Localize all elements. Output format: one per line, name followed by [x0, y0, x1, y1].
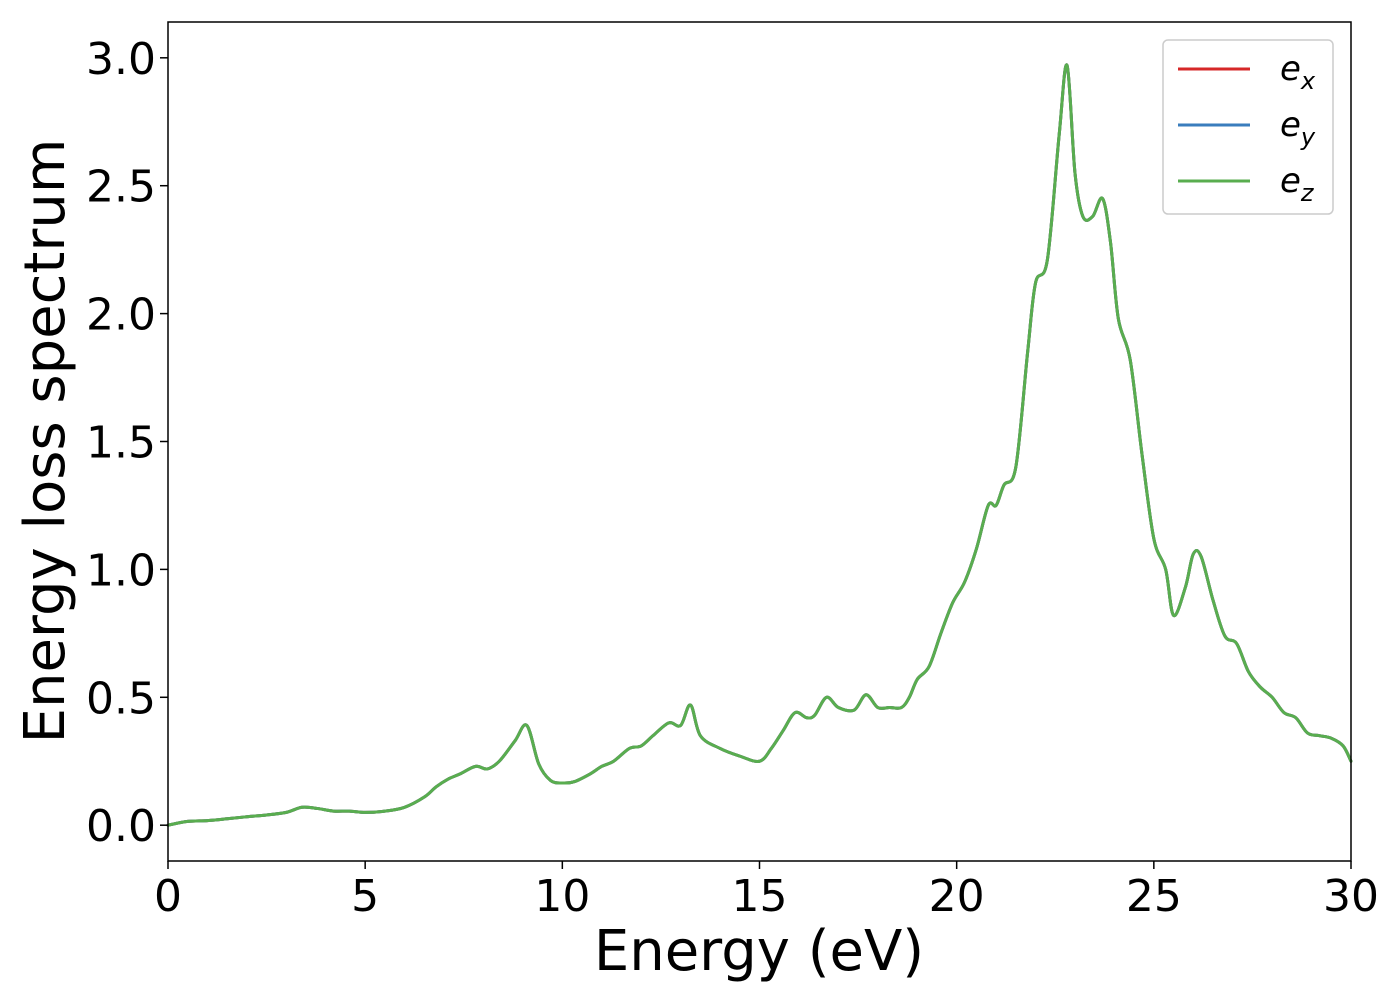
x-tick-label: 0: [154, 871, 182, 922]
x-tick-label: 5: [351, 871, 379, 922]
y-tick-label: 0.5: [86, 673, 156, 724]
series-line-e-z: [166, 63, 1353, 827]
y-tick-label: 1.5: [86, 418, 156, 469]
y-tick-label: 3.0: [86, 34, 156, 85]
legend-label-ez: ez: [1280, 161, 1315, 207]
y-tick-label: 2.5: [86, 162, 156, 213]
x-axis-ticks: 0 5 10 15 20 25 30: [154, 861, 1379, 922]
legend-label-ex: ex: [1280, 49, 1316, 95]
legend: ex ey ez: [1162, 39, 1334, 215]
x-tick-label: 25: [1126, 871, 1182, 922]
y-axis-ticks: 0.0 0.5 1.0 1.5 2.0 2.5 3.0: [86, 34, 168, 852]
x-tick-label: 15: [732, 871, 788, 922]
series-layer: [166, 63, 1353, 827]
x-tick-label: 20: [929, 871, 985, 922]
y-tick-label: 1.0: [86, 545, 156, 596]
x-tick-label: 10: [534, 871, 590, 922]
legend-box: [1162, 39, 1334, 215]
legend-label-ey: ey: [1280, 105, 1316, 151]
x-axis-label: Energy (eV): [594, 919, 924, 984]
x-tick-label: 30: [1323, 871, 1379, 922]
y-axis-label: Energy loss spectrum: [13, 139, 78, 744]
y-tick-label: 0.0: [86, 801, 156, 852]
y-tick-label: 2.0: [86, 290, 156, 341]
